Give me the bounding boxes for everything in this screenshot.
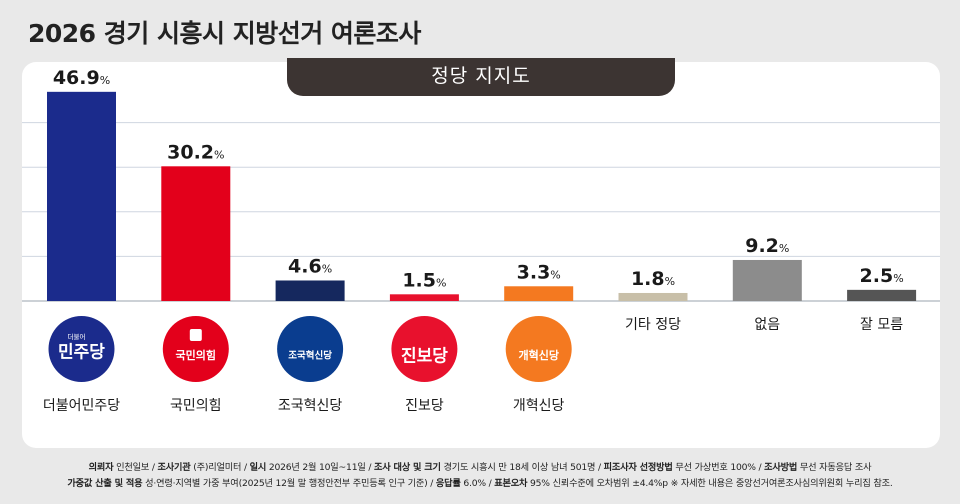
- data-label: 4.6%: [288, 255, 332, 277]
- rebuilding-korea-logo: [277, 316, 344, 382]
- data-label: 9.2%: [745, 235, 789, 257]
- progressive-logo: [391, 316, 458, 382]
- bar: [618, 292, 688, 301]
- logo-text: 국민의힘: [176, 348, 216, 362]
- footer-label: 일시: [249, 462, 267, 473]
- logo-text: 진보당: [401, 346, 448, 366]
- minjoo-logo: [48, 316, 115, 382]
- bar: [732, 259, 802, 301]
- footer-label: 가중값 산출 및 적용: [67, 478, 143, 489]
- category-label: 개혁신당: [513, 398, 565, 414]
- footer-label: 응답률: [435, 478, 461, 489]
- footer-value: 무선 가상번호 100% /: [672, 462, 765, 473]
- footer-label: 의뢰자: [88, 462, 114, 473]
- data-label: 1.5%: [402, 269, 446, 291]
- data-label: 2.5%: [860, 265, 904, 287]
- data-label: 46.9%: [53, 67, 110, 89]
- category-label: 진보당: [405, 398, 444, 414]
- footer-label: 조사 대상 및 크기: [373, 462, 441, 473]
- bar: [275, 280, 345, 301]
- category-label: 기타 정당: [625, 317, 681, 333]
- ppp-emblem-icon: [189, 329, 202, 341]
- reform-logo: [505, 316, 572, 382]
- chart-subtitle: 정당 지지도: [287, 58, 675, 96]
- bar: [847, 289, 917, 301]
- survey-footer: 의뢰자 인천일보 / 조사기관 (주)리얼미터 / 일시 2026년 2월 10…: [0, 460, 960, 492]
- category-label: 조국혁신당: [278, 398, 343, 414]
- footer-note: ※ 자세한 내용은 중앙선거여론조사심의위원회 누리집 참조.: [670, 478, 893, 489]
- bar: [389, 294, 459, 301]
- footer-value: 성·연령·지역별 가중 부여(2025년 12월 말 행정안전부 주민등록 인구…: [142, 478, 436, 489]
- data-label: 3.3%: [517, 261, 561, 283]
- footer-label: 조사기관: [157, 462, 191, 473]
- footer-value: 2026년 2월 10일~11일 /: [266, 462, 374, 473]
- bar: [47, 91, 116, 302]
- footer-value: 인천일보 /: [113, 462, 158, 473]
- category-label: 잘 모름: [860, 317, 903, 333]
- logo-text: 민주당: [58, 342, 105, 362]
- footer-value: 무선 자동응답 조사: [797, 462, 872, 473]
- bar: [504, 286, 574, 301]
- footer-line-1: 의뢰자 인천일보 / 조사기관 (주)리얼미터 / 일시 2026년 2월 10…: [0, 460, 960, 476]
- footer-line-2: 가중값 산출 및 적용 성·연령·지역별 가중 부여(2025년 12월 말 행…: [0, 476, 960, 492]
- ppp-logo: [162, 316, 229, 382]
- category-label: 없음: [754, 317, 780, 333]
- footer-value: 경기도 시흥시 만 18세 이상 남녀 501명 /: [440, 462, 604, 473]
- footer-label: 조사방법: [764, 462, 798, 473]
- logo-text: 조국혁신당: [288, 350, 332, 362]
- footer-label: 피조사자 선정방법: [603, 462, 673, 473]
- footer-label: 표본오차: [494, 478, 528, 489]
- category-label: 더불어민주당: [43, 398, 120, 414]
- footer-value: 95% 신뢰수준에 오차범위 ±4.4%p: [527, 478, 671, 489]
- bar: [161, 166, 231, 301]
- chart-title: 2026 경기 시흥시 지방선거 여론조사: [28, 19, 421, 48]
- footer-value: (주)리얼미터 /: [190, 462, 250, 473]
- footer-value: 6.0% /: [460, 478, 495, 489]
- logo-text: 개혁신당: [518, 348, 558, 362]
- data-label: 1.8%: [631, 268, 675, 290]
- data-label: 30.2%: [167, 141, 224, 163]
- category-label: 국민의힘: [170, 398, 222, 414]
- logo-small-text: 더불어: [68, 332, 86, 341]
